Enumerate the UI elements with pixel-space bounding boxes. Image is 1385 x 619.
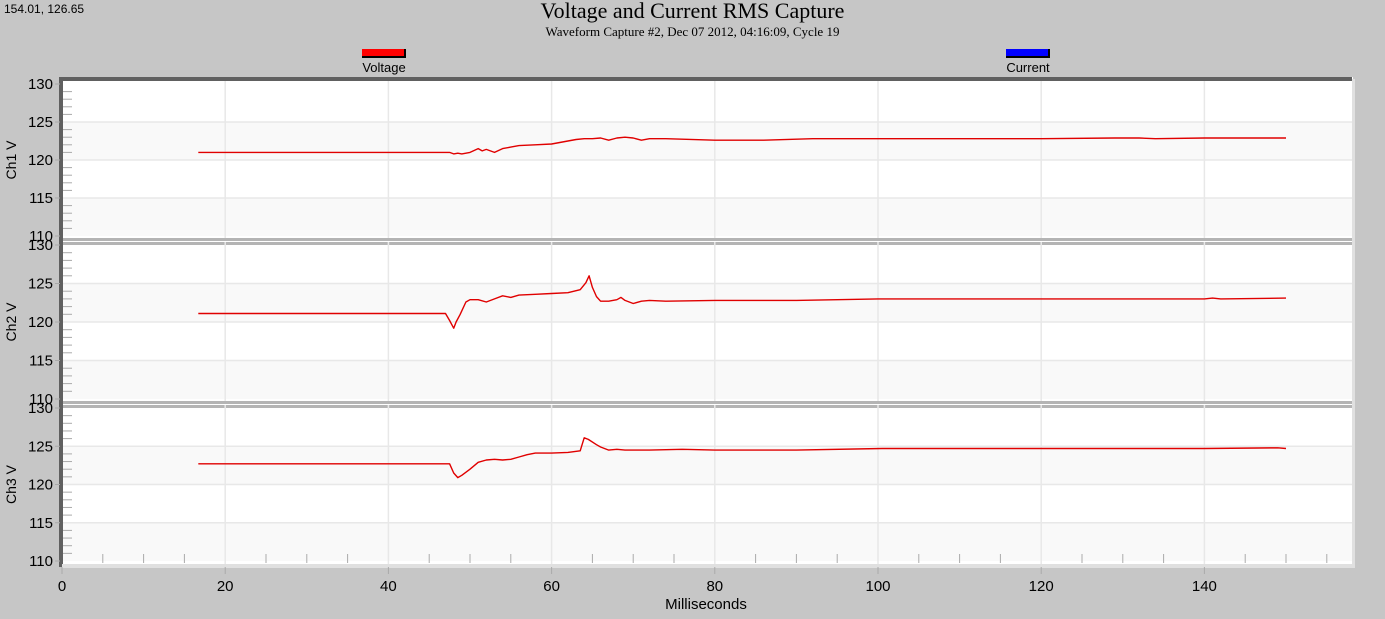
x-tick-label: 0	[58, 578, 66, 595]
y-tick-label: 115	[29, 190, 53, 207]
panel-band	[63, 122, 1352, 160]
x-tick-label: 120	[1029, 578, 1054, 595]
panel-band	[63, 484, 1352, 523]
trace-voltage[interactable]	[198, 275, 1287, 329]
y-tick-label: 115	[29, 353, 53, 370]
y-tick-label: 115	[29, 515, 53, 532]
y-tick-label: 110	[29, 391, 53, 408]
y-axis-label: Ch2 V	[3, 302, 19, 342]
x-tick-label: 100	[865, 578, 890, 595]
plot-right-border	[1352, 79, 1355, 568]
plot-bottom-border	[62, 564, 1355, 568]
y-tick-label: 130	[28, 237, 53, 254]
trace-voltage[interactable]	[198, 437, 1287, 479]
legend-item-current[interactable]: Current	[1000, 49, 1056, 75]
panel-band	[63, 408, 1352, 447]
y-tick-label: 130	[28, 76, 53, 93]
plot-top-border	[59, 77, 1352, 81]
panel-band	[63, 446, 1352, 485]
y-tick-label: 120	[28, 477, 53, 494]
panel-band	[63, 198, 1352, 236]
panel-separator	[63, 242, 1352, 245]
panel-ch2: 110 115 120 125 130 Ch2 V	[3, 237, 1352, 408]
legend-label-current: Current	[1006, 60, 1050, 75]
panel-ch3: 110 115 120 125 130 Ch3 V	[3, 400, 1352, 570]
panel-separator	[63, 401, 1352, 404]
y-tick-label: 125	[28, 438, 53, 455]
cursor-coordinates-readout: 154.01, 126.65	[4, 2, 85, 16]
x-tick-label: 80	[706, 578, 723, 595]
panel-separator	[63, 238, 1352, 241]
y-tick-label: 125	[28, 276, 53, 293]
x-tick-label: 140	[1192, 578, 1217, 595]
chart-title: Voltage and Current RMS Capture	[540, 0, 845, 23]
y-tick-label: 120	[28, 314, 53, 331]
panel-band	[63, 245, 1352, 284]
trace-voltage[interactable]	[198, 136, 1286, 155]
panel-band	[63, 283, 1352, 322]
y-axis-line	[59, 77, 63, 567]
y-tick-label: 120	[28, 152, 53, 169]
y-axis-label: Ch3 V	[3, 464, 19, 504]
panel-band	[63, 160, 1352, 198]
y-axis-label: Ch1 V	[3, 140, 19, 180]
panel-ch1: 110 115 120 125 130 Ch1 V	[3, 76, 1352, 245]
legend-item-voltage[interactable]: Voltage	[357, 49, 411, 75]
panel-band	[63, 360, 1352, 399]
x-tick-label: 40	[380, 578, 397, 595]
x-tick-label: 60	[543, 578, 560, 595]
y-tick-label: 110	[29, 228, 53, 245]
chart-subtitle: Waveform Capture #2, Dec 07 2012, 04:16:…	[545, 24, 840, 39]
legend-label-voltage: Voltage	[362, 60, 406, 75]
panel-band	[63, 84, 1352, 122]
y-tick-label: 125	[28, 114, 53, 131]
panel-separator	[63, 405, 1352, 408]
legend-swatch-voltage	[362, 49, 406, 58]
panel-band	[63, 522, 1352, 561]
x-tick-label: 20	[217, 578, 234, 595]
y-tick-label: 130	[28, 400, 53, 417]
panel-band	[63, 322, 1352, 361]
legend-swatch-current	[1006, 49, 1050, 58]
x-axis-label: Milliseconds	[665, 596, 747, 613]
y-tick-label: 110	[29, 553, 53, 570]
